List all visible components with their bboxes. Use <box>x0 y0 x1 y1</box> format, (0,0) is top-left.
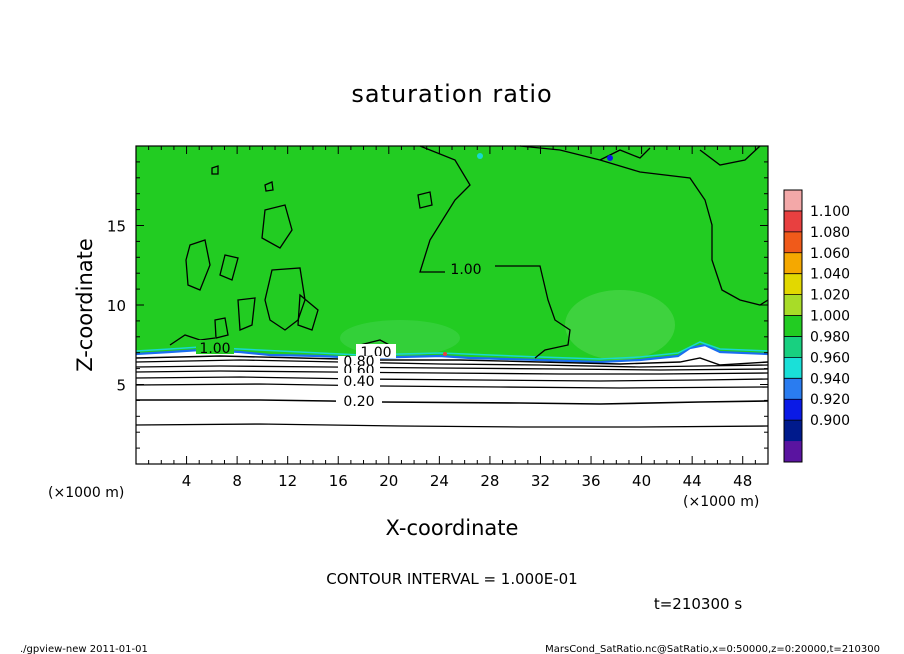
x-tick-label: 12 <box>278 472 297 490</box>
colorbar-swatch <box>784 378 802 400</box>
colorbar-swatch <box>784 252 802 275</box>
x-tick-label: 36 <box>581 472 600 490</box>
colorbar-label: 1.020 <box>810 288 850 304</box>
x-tick-label: 40 <box>632 472 651 490</box>
contour-label: 1.00 <box>199 341 230 357</box>
speck <box>607 155 613 161</box>
x-tick-label: 8 <box>232 472 242 490</box>
x-tick-label: 28 <box>480 472 499 490</box>
colorbar-swatch <box>784 273 802 296</box>
colorbar-label: 0.940 <box>810 371 850 387</box>
speck <box>477 153 483 159</box>
light-patch <box>565 290 675 360</box>
x-axis-label: X-coordinate <box>386 516 519 540</box>
footer-right: MarsCond_SatRatio.nc@SatRatio,x=0:50000,… <box>545 644 880 654</box>
contour-lower <box>135 355 769 428</box>
colorbar-swatch <box>784 420 802 442</box>
x-tick-label: 32 <box>531 472 550 490</box>
colorbar-label: 1.080 <box>810 225 850 241</box>
y-tick-label: 5 <box>116 377 126 395</box>
y-axis-label: Z-coordinate <box>73 238 97 372</box>
y-axis: 5 10 15 <box>107 161 768 449</box>
colorbar-swatch <box>784 357 802 379</box>
colorbar-swatch <box>784 190 802 212</box>
contour-label: 1.00 <box>450 262 481 278</box>
colorbar-swatch <box>784 441 802 463</box>
x-tick-label: 24 <box>430 472 449 490</box>
x-tick-label: 16 <box>329 472 348 490</box>
colorbar-label: 0.920 <box>810 392 850 408</box>
time-label: t=210300 s <box>654 595 742 613</box>
colorbar-label: 1.060 <box>810 246 850 262</box>
plot-area: 1.00 1.00 1.00 0.80 0.60 0.40 0.20 <box>135 145 769 465</box>
contour-interval: CONTOUR INTERVAL = 1.000E-01 <box>326 570 577 588</box>
x-tick-label: 20 <box>379 472 398 490</box>
speck <box>443 352 447 356</box>
colorbar-label: 0.960 <box>810 350 850 366</box>
x-tick-label: 4 <box>182 472 192 490</box>
x-unit-right: (×1000 m) <box>683 494 759 510</box>
colorbar-label: 1.040 <box>810 267 850 283</box>
contour-label: 0.20 <box>343 394 374 410</box>
contour-1-00 <box>169 145 769 359</box>
colorbar: 1.100 1.080 1.060 1.040 1.020 1.000 0.980 0.960… <box>783 189 850 463</box>
colorbar-swatch <box>784 294 802 317</box>
y-tick-label: 10 <box>107 297 126 315</box>
colorbar-label: 0.980 <box>810 329 850 345</box>
colorbar-swatch <box>784 210 802 233</box>
colorbar-swatch <box>784 231 802 254</box>
x-tick-label: 48 <box>733 472 752 490</box>
contour-label: 0.40 <box>343 374 374 390</box>
colorbar-frame <box>783 189 803 463</box>
x-tick-label: 44 <box>683 472 702 490</box>
colorbar-swatch <box>784 399 802 421</box>
colorbar-swatch <box>784 336 802 358</box>
footer-left: ./gpview-new 2011-01-01 <box>20 644 148 654</box>
colorbar-swatch <box>784 315 802 337</box>
y-tick-label: 15 <box>107 218 126 236</box>
colorbar-label: 0.900 <box>810 413 850 429</box>
chart-title: saturation ratio <box>351 80 552 108</box>
x-axis: 4 8 12 16 20 24 28 32 36 40 44 48 <box>148 146 756 490</box>
colorbar-label: 1.100 <box>810 204 850 220</box>
colorbar-label: 1.000 <box>810 309 850 325</box>
x-unit-left: (×1000 m) <box>48 485 124 501</box>
